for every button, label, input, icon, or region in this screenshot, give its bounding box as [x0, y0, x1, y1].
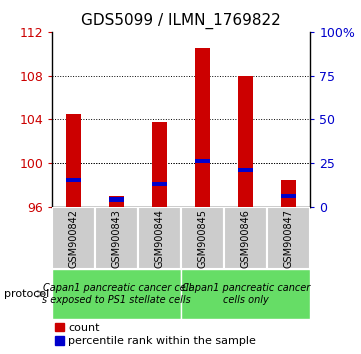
Text: protocol: protocol [4, 289, 49, 299]
Bar [282, 180, 296, 207]
Bar [52, 269, 182, 319]
Bar [181, 207, 225, 269]
Bar [109, 196, 125, 207]
Bar [195, 48, 210, 207]
Bar [282, 194, 296, 198]
Bar [238, 168, 253, 172]
Bar [152, 122, 168, 207]
Bar [52, 207, 95, 269]
Bar [95, 207, 138, 269]
Bar [238, 76, 253, 207]
Text: GSM900845: GSM900845 [198, 209, 208, 268]
Bar [66, 177, 81, 182]
Text: GSM900844: GSM900844 [155, 209, 165, 268]
Bar [109, 197, 125, 202]
Text: Capan1 pancreatic cancer
cells only: Capan1 pancreatic cancer cells only [182, 282, 310, 305]
Text: GSM900843: GSM900843 [112, 209, 122, 268]
Bar [195, 159, 210, 163]
Bar [268, 207, 310, 269]
Bar [225, 207, 268, 269]
Bar [66, 114, 81, 207]
Bar [182, 269, 310, 319]
Text: GSM900846: GSM900846 [241, 209, 251, 268]
Text: Capan1 pancreatic cancer cell
s exposed to PS1 stellate cells: Capan1 pancreatic cancer cell s exposed … [43, 282, 191, 305]
Text: GSM900842: GSM900842 [69, 209, 79, 268]
Text: GDS5099 / ILMN_1769822: GDS5099 / ILMN_1769822 [81, 12, 280, 29]
Text: GSM900847: GSM900847 [284, 209, 294, 268]
Bar [152, 182, 168, 186]
Legend: count, percentile rank within the sample: count, percentile rank within the sample [51, 318, 261, 351]
Bar [138, 207, 181, 269]
